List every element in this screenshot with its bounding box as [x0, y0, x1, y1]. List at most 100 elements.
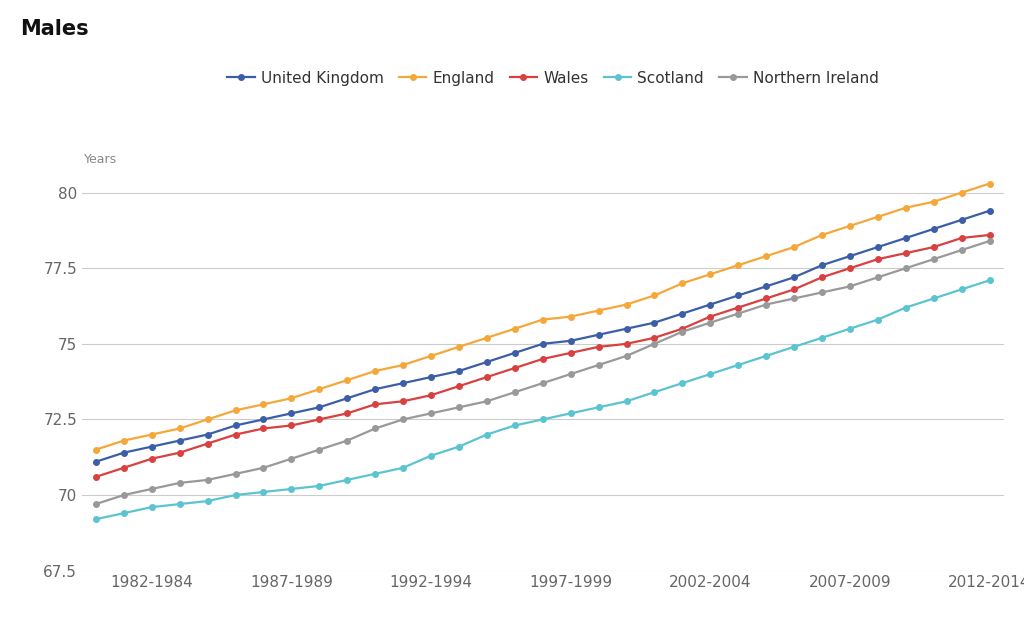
England	[397, 361, 410, 369]
Wales	[564, 349, 577, 357]
United Kingdom	[844, 252, 856, 260]
Wales	[928, 243, 940, 251]
Text: Males: Males	[20, 19, 89, 39]
Wales	[871, 256, 884, 263]
Northern Ireland	[229, 470, 242, 477]
Northern Ireland	[313, 446, 326, 453]
England	[760, 252, 772, 260]
England	[816, 231, 828, 239]
Scotland	[90, 515, 102, 523]
Wales	[760, 295, 772, 302]
England	[564, 313, 577, 320]
Scotland	[202, 497, 214, 505]
England	[118, 437, 130, 444]
Scotland	[286, 485, 298, 493]
England	[593, 307, 605, 314]
Scotland	[787, 343, 800, 351]
Line: Wales: Wales	[93, 232, 992, 480]
United Kingdom	[537, 340, 549, 347]
Scotland	[732, 361, 744, 369]
Wales	[955, 234, 968, 242]
Northern Ireland	[145, 485, 158, 493]
United Kingdom	[928, 225, 940, 233]
United Kingdom	[871, 243, 884, 251]
England	[983, 180, 995, 188]
Text: Years: Years	[84, 153, 117, 165]
Scotland	[648, 389, 660, 396]
Northern Ireland	[787, 295, 800, 302]
Line: United Kingdom: United Kingdom	[93, 208, 992, 465]
Wales	[397, 398, 410, 405]
Scotland	[537, 416, 549, 424]
United Kingdom	[341, 394, 353, 402]
England	[621, 301, 633, 308]
Northern Ireland	[286, 455, 298, 463]
Scotland	[983, 276, 995, 284]
Scotland	[453, 443, 465, 450]
United Kingdom	[593, 331, 605, 339]
Scotland	[257, 488, 269, 496]
United Kingdom	[425, 373, 437, 381]
United Kingdom	[145, 443, 158, 450]
Scotland	[844, 325, 856, 332]
Wales	[732, 304, 744, 311]
Northern Ireland	[341, 437, 353, 444]
United Kingdom	[369, 385, 381, 393]
Northern Ireland	[90, 500, 102, 508]
United Kingdom	[816, 261, 828, 269]
Northern Ireland	[480, 398, 493, 405]
England	[341, 377, 353, 384]
United Kingdom	[955, 216, 968, 224]
Wales	[313, 416, 326, 424]
United Kingdom	[173, 437, 185, 444]
Northern Ireland	[871, 273, 884, 281]
England	[313, 385, 326, 393]
Wales	[257, 425, 269, 432]
Scotland	[509, 422, 521, 429]
England	[90, 446, 102, 453]
Wales	[509, 364, 521, 372]
United Kingdom	[257, 416, 269, 424]
Scotland	[425, 452, 437, 460]
England	[871, 213, 884, 221]
Wales	[621, 340, 633, 347]
Northern Ireland	[844, 283, 856, 290]
Northern Ireland	[453, 403, 465, 411]
Scotland	[705, 370, 717, 378]
Northern Ireland	[955, 246, 968, 254]
Scotland	[564, 410, 577, 417]
England	[286, 394, 298, 402]
England	[705, 271, 717, 278]
Scotland	[145, 503, 158, 511]
Scotland	[173, 500, 185, 508]
Wales	[202, 440, 214, 448]
United Kingdom	[564, 337, 577, 345]
England	[453, 343, 465, 351]
Northern Ireland	[900, 264, 912, 272]
England	[173, 425, 185, 432]
Northern Ireland	[397, 416, 410, 424]
United Kingdom	[509, 349, 521, 357]
Wales	[900, 249, 912, 257]
United Kingdom	[202, 430, 214, 438]
United Kingdom	[90, 458, 102, 465]
England	[844, 222, 856, 230]
Scotland	[621, 398, 633, 405]
Northern Ireland	[648, 340, 660, 347]
Scotland	[955, 285, 968, 293]
United Kingdom	[286, 410, 298, 417]
Line: England: England	[93, 181, 992, 453]
Scotland	[900, 304, 912, 311]
Line: Northern Ireland: Northern Ireland	[93, 238, 992, 507]
England	[425, 352, 437, 359]
Northern Ireland	[425, 410, 437, 417]
United Kingdom	[900, 234, 912, 242]
Northern Ireland	[509, 389, 521, 396]
Scotland	[760, 352, 772, 359]
Scotland	[593, 403, 605, 411]
Scotland	[369, 470, 381, 477]
Northern Ireland	[369, 425, 381, 432]
Northern Ireland	[173, 479, 185, 487]
Northern Ireland	[816, 288, 828, 296]
England	[648, 292, 660, 299]
